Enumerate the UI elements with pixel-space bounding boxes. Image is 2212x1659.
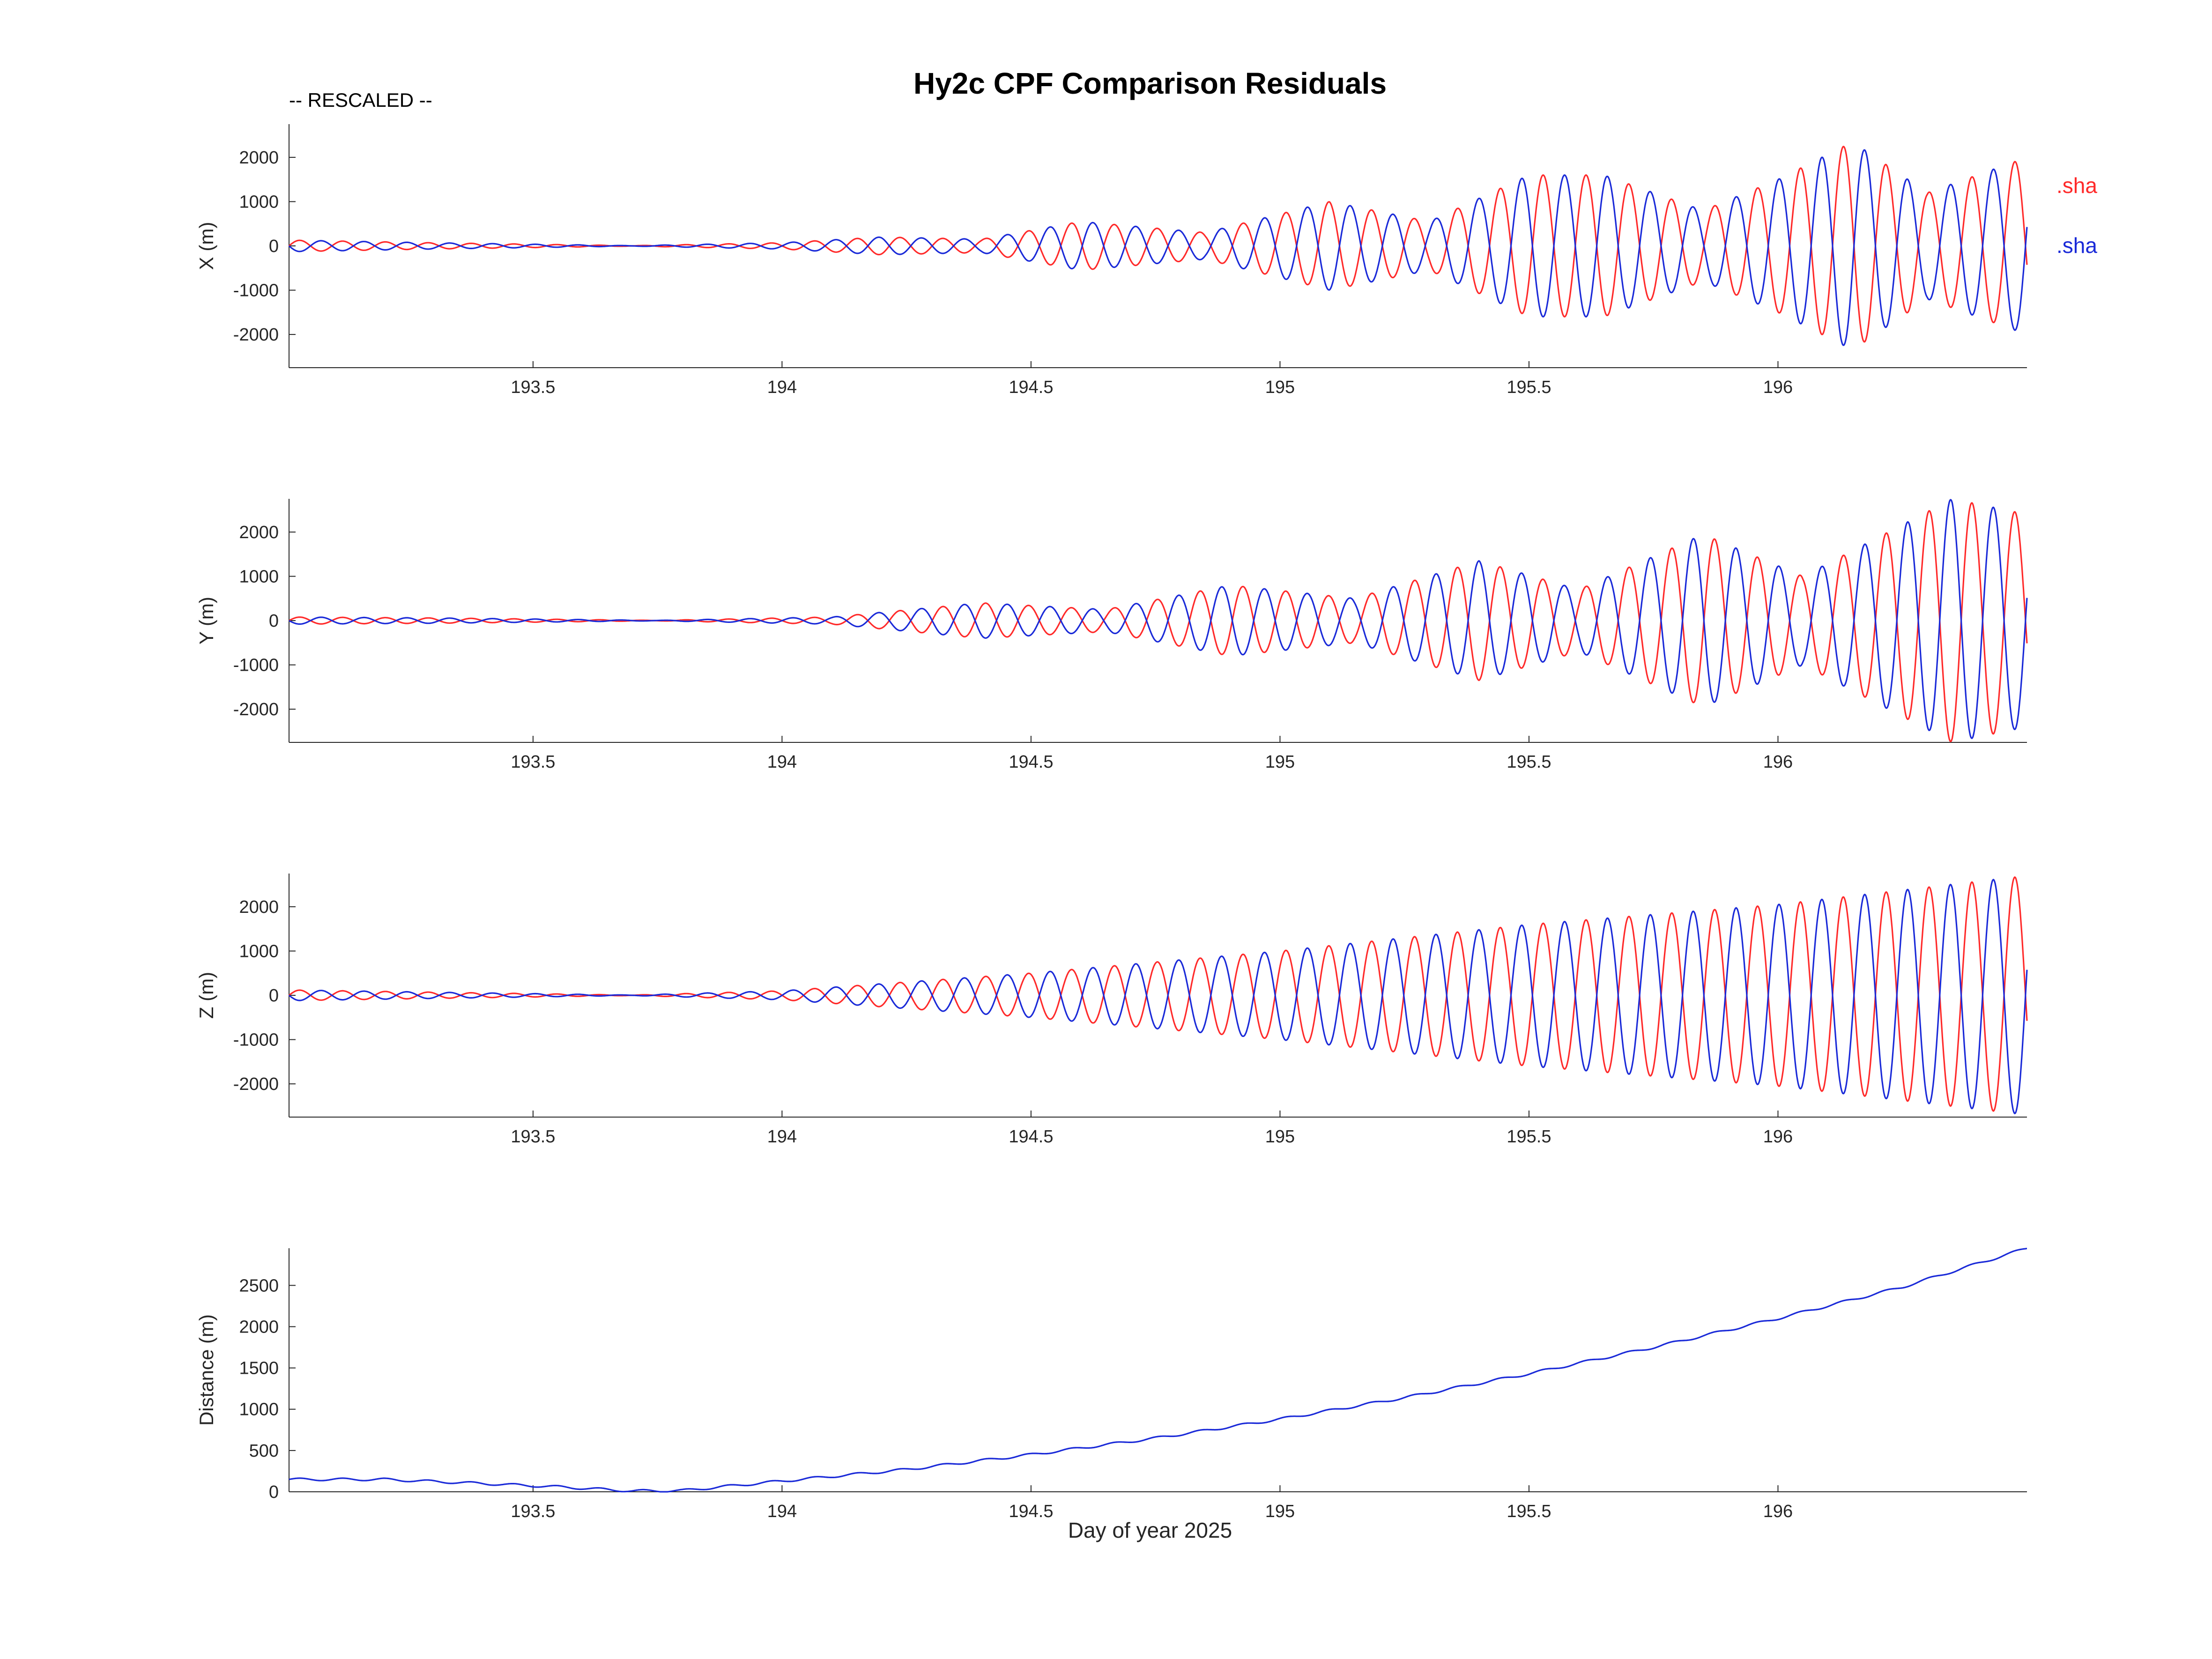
x-tick-label: 195 xyxy=(1265,1127,1295,1147)
x-tick-label: 195.5 xyxy=(1507,752,1551,772)
x-series-secondary-line xyxy=(288,149,2028,346)
x-tick-label: 196 xyxy=(1763,378,1793,397)
x-axis-label: Day of year 2025 xyxy=(1068,1518,1232,1542)
y-y-axis-label: Y (m) xyxy=(195,597,217,644)
rescaled-note: -- RESCALED -- xyxy=(289,89,432,111)
y-tick-label: 1000 xyxy=(239,941,279,961)
x-tick-label: 193.5 xyxy=(511,378,555,397)
y-series-secondary-line xyxy=(289,499,2028,740)
z-series-secondary-line xyxy=(288,879,2028,1115)
x-series-primary-line xyxy=(288,146,2028,343)
y-tick-label: -1000 xyxy=(233,281,279,301)
x-tick-label: 193.5 xyxy=(511,752,555,772)
y-tick-label: 1000 xyxy=(239,1400,279,1420)
y-tick-label: 0 xyxy=(269,611,279,631)
z-y-axis-label: Z (m) xyxy=(195,972,217,1019)
x-tick-label: 195.5 xyxy=(1507,378,1551,397)
y-series-primary-line xyxy=(289,502,2028,742)
x-tick-label: 194 xyxy=(767,752,797,772)
y-tick-label: 2000 xyxy=(239,897,279,917)
x-tick-label: 194 xyxy=(767,378,797,397)
x-residual-panel: 193.5 194 194.5 195 195.5 196 -2000 -1000 0 1000 2… xyxy=(195,124,2028,397)
y-tick-label: -2000 xyxy=(233,700,279,719)
x-tick-label: 196 xyxy=(1763,1127,1793,1147)
chart-title: Hy2c CPF Comparison Residuals xyxy=(913,67,1387,100)
y-tick-label: 2500 xyxy=(239,1276,279,1296)
x-tick-label: 193.5 xyxy=(511,1502,555,1521)
x-tick-label: 194.5 xyxy=(1009,1502,1053,1521)
y-tick-label: -1000 xyxy=(233,656,279,675)
distance-panel: 193.5 194 194.5 195 195.5 196 0 500 1000 1500 2000… xyxy=(195,1248,2027,1521)
x-tick-label: 194 xyxy=(767,1502,797,1521)
y-tick-label: 0 xyxy=(269,986,279,1006)
y-tick-label: -1000 xyxy=(233,1030,279,1050)
x-tick-label: 194 xyxy=(767,1127,797,1147)
x-y-axis-label: X (m) xyxy=(195,222,217,270)
legend: .sha .sha xyxy=(2056,173,2097,258)
y-tick-label: 1000 xyxy=(239,192,279,212)
y-tick-label: 500 xyxy=(249,1441,279,1461)
y-tick-label: 1000 xyxy=(239,567,279,586)
x-tick-label: 195.5 xyxy=(1507,1502,1551,1521)
y-tick-label: 1500 xyxy=(239,1359,279,1378)
distance-series-primary-line xyxy=(289,1248,2027,1493)
x-tick-label: 195 xyxy=(1265,1502,1295,1521)
x-tick-label: 196 xyxy=(1763,752,1793,772)
x-tick-label: 194.5 xyxy=(1009,752,1053,772)
x-tick-label: 195 xyxy=(1265,378,1295,397)
x-tick-label: 195 xyxy=(1265,752,1295,772)
x-tick-label: 194.5 xyxy=(1009,378,1053,397)
x-tick-label: 193.5 xyxy=(511,1127,555,1147)
z-residual-panel: 193.5 194 194.5 195 195.5 196 -2000 -1000 0 1000 2… xyxy=(195,874,2028,1147)
x-tick-label: 196 xyxy=(1763,1502,1793,1521)
y-tick-label: 0 xyxy=(269,1482,279,1502)
legend-entry-blue: .sha xyxy=(2056,233,2097,258)
y-tick-label: -2000 xyxy=(233,325,279,345)
legend-entry-red: .sha xyxy=(2056,173,2097,198)
y-tick-label: 2000 xyxy=(239,148,279,168)
y-tick-label: 0 xyxy=(269,237,279,256)
y-tick-label: -2000 xyxy=(233,1074,279,1094)
x-tick-label: 194.5 xyxy=(1009,1127,1053,1147)
z-series-primary-line xyxy=(288,876,2028,1112)
distance-y-axis-label: Distance (m) xyxy=(195,1314,217,1426)
x-tick-label: 195.5 xyxy=(1507,1127,1551,1147)
y-residual-panel: 193.5 194 194.5 195 195.5 196 -2000 -1000 0 1000 2… xyxy=(195,499,2028,772)
y-tick-label: 2000 xyxy=(239,523,279,542)
y-tick-label: 2000 xyxy=(239,1317,279,1337)
